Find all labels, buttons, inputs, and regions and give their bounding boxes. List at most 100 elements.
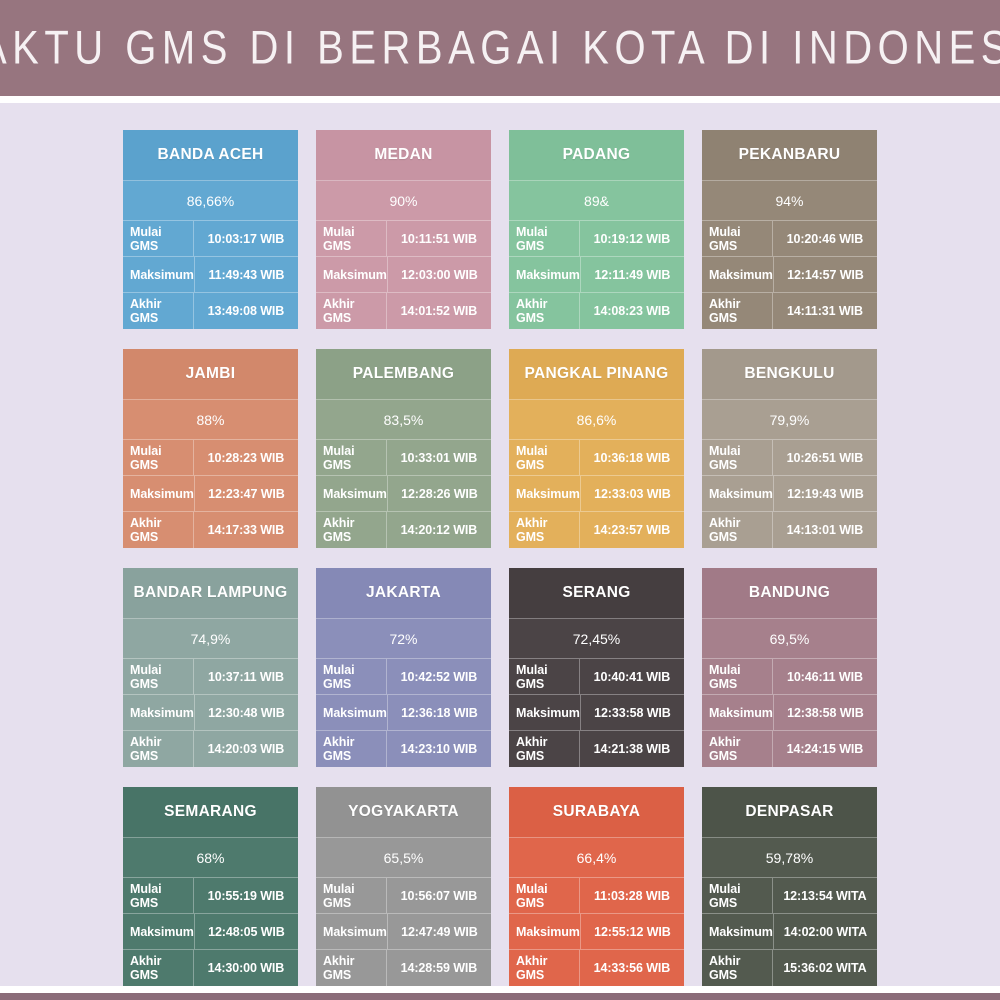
row-maksimum-label: Maksimum xyxy=(509,695,581,730)
row-akhir-gms-label: Akhir GMS xyxy=(316,950,387,986)
row-maksimum-label: Maksimum xyxy=(702,257,774,292)
city-name: BENGKULU xyxy=(702,349,877,400)
row-mulai-gms: Mulai GMS 10:03:17 WIB xyxy=(123,221,298,257)
row-maksimum-value: 12:14:57 WIB xyxy=(787,267,864,282)
row-mulai-gms-value: 10:56:07 WIB xyxy=(400,888,478,903)
city-card: MEDAN 90% Mulai GMS 10:11:51 WIB Maksimum 12:… xyxy=(316,130,491,329)
row-akhir-gms-value: 13:49:08 WIB xyxy=(207,304,285,318)
row-mulai-gms-label: Mulai GMS xyxy=(509,878,580,913)
eclipse-percentage: 72% xyxy=(316,619,491,659)
row-mulai-gms: Mulai GMS 10:42:52 WIB xyxy=(316,659,491,695)
eclipse-percentage: 86,6% xyxy=(509,400,684,440)
header-divider xyxy=(0,96,1000,103)
row-mulai-gms-label: Mulai GMS xyxy=(123,221,194,256)
row-maksimum: Maksimum 14:02:00 WITA xyxy=(702,914,877,950)
row-mulai-gms: Mulai GMS 10:36:18 WIB xyxy=(509,440,684,476)
row-maksimum-value: 12:30:48 WIB xyxy=(208,705,285,720)
row-mulai-gms: Mulai GMS 10:46:11 WIB xyxy=(702,659,877,695)
row-akhir-gms-label: Akhir GMS xyxy=(123,731,194,767)
row-mulai-gms: Mulai GMS 10:55:19 WIB xyxy=(123,878,298,914)
row-akhir-gms-label: Akhir GMS xyxy=(702,731,773,767)
row-mulai-gms: Mulai GMS 10:11:51 WIB xyxy=(316,221,491,257)
row-akhir-gms: Akhir GMS 14:11:31 WIB xyxy=(702,293,877,329)
footer-bar: LANGITSELATAN Astronomi Indonesia langit… xyxy=(0,993,1000,1000)
row-mulai-gms-label: Mulai GMS xyxy=(316,659,387,694)
title-bar: WAKTU GMS DI BERBAGAI KOTA DI INDONESIA xyxy=(0,0,1000,96)
city-card: DENPASAR 59,78% Mulai GMS 12:13:54 WITA Maks… xyxy=(702,787,877,986)
city-card: PEKANBARU 94% Mulai GMS 10:20:46 WIB Maksimu… xyxy=(702,130,877,329)
row-maksimum-label: Maksimum xyxy=(316,914,388,949)
row-mulai-gms-label: Mulai GMS xyxy=(702,221,773,256)
row-mulai-gms-label: Mulai GMS xyxy=(316,221,387,256)
row-maksimum: Maksimum 12:36:18 WIB xyxy=(316,695,491,731)
eclipse-percentage: 89& xyxy=(509,181,684,221)
row-maksimum: Maksimum 12:38:58 WIB xyxy=(702,695,877,731)
row-mulai-gms-value: 10:19:12 WIB xyxy=(593,231,671,246)
row-akhir-gms: Akhir GMS 14:13:01 WIB xyxy=(702,512,877,548)
eclipse-percentage: 66,4% xyxy=(509,838,684,878)
eclipse-percentage: 86,66% xyxy=(123,181,298,221)
row-mulai-gms-label: Mulai GMS xyxy=(123,440,194,475)
page-title: WAKTU GMS DI BERBAGAI KOTA DI INDONESIA xyxy=(0,21,1000,74)
row-akhir-gms-value: 14:28:59 WIB xyxy=(400,961,478,975)
row-maksimum: Maksimum 12:14:57 WIB xyxy=(702,257,877,293)
row-akhir-gms: Akhir GMS 14:17:33 WIB xyxy=(123,512,298,548)
row-mulai-gms-value: 10:37:11 WIB xyxy=(207,669,284,684)
row-akhir-gms-label: Akhir GMS xyxy=(702,950,773,986)
row-akhir-gms: Akhir GMS 14:01:52 WIB xyxy=(316,293,491,329)
row-akhir-gms-label: Akhir GMS xyxy=(509,731,580,767)
row-akhir-gms-value: 14:20:12 WIB xyxy=(400,523,478,537)
eclipse-percentage: 68% xyxy=(123,838,298,878)
row-maksimum: Maksimum 12:30:48 WIB xyxy=(123,695,298,731)
row-akhir-gms: Akhir GMS 14:33:56 WIB xyxy=(509,950,684,986)
eclipse-percentage: 69,5% xyxy=(702,619,877,659)
row-mulai-gms-label: Mulai GMS xyxy=(509,440,580,475)
row-maksimum: Maksimum 12:28:26 WIB xyxy=(316,476,491,512)
row-maksimum: Maksimum 11:49:43 WIB xyxy=(123,257,298,293)
row-mulai-gms-value: 11:03:28 WIB xyxy=(593,888,670,903)
row-akhir-gms: Akhir GMS 14:24:15 WIB xyxy=(702,731,877,767)
row-mulai-gms: Mulai GMS 10:56:07 WIB xyxy=(316,878,491,914)
row-maksimum-value: 12:36:18 WIB xyxy=(401,705,478,720)
row-akhir-gms-value: 14:13:01 WIB xyxy=(786,523,864,537)
row-maksimum-label: Maksimum xyxy=(702,476,774,511)
row-maksimum-value: 12:19:43 WIB xyxy=(787,486,864,501)
row-maksimum: Maksimum 12:19:43 WIB xyxy=(702,476,877,512)
row-maksimum: Maksimum 12:55:12 WIB xyxy=(509,914,684,950)
row-akhir-gms-value: 14:33:56 WIB xyxy=(593,961,671,975)
row-akhir-gms-value: 14:23:10 WIB xyxy=(400,742,478,756)
row-maksimum-label: Maksimum xyxy=(702,914,774,949)
row-maksimum-value: 11:49:43 WIB xyxy=(208,267,285,282)
row-maksimum-label: Maksimum xyxy=(509,914,581,949)
city-name: BANDUNG xyxy=(702,568,877,619)
row-mulai-gms-value: 10:55:19 WIB xyxy=(207,888,285,903)
row-mulai-gms-label: Mulai GMS xyxy=(509,659,580,694)
row-mulai-gms-label: Mulai GMS xyxy=(316,878,387,913)
row-mulai-gms-label: Mulai GMS xyxy=(509,221,580,256)
row-akhir-gms-label: Akhir GMS xyxy=(702,512,773,548)
row-mulai-gms-label: Mulai GMS xyxy=(702,659,773,694)
row-akhir-gms-value: 14:24:15 WIB xyxy=(786,742,864,756)
row-mulai-gms-value: 10:33:01 WIB xyxy=(400,450,478,465)
row-akhir-gms-label: Akhir GMS xyxy=(509,950,580,986)
city-name: PANGKAL PINANG xyxy=(509,349,684,400)
row-maksimum-value: 12:23:47 WIB xyxy=(208,486,285,501)
city-card: JAMBI 88% Mulai GMS 10:28:23 WIB Maksimum 12:… xyxy=(123,349,298,548)
eclipse-percentage: 90% xyxy=(316,181,491,221)
row-mulai-gms-value: 10:36:18 WIB xyxy=(593,450,671,465)
row-akhir-gms: Akhir GMS 14:23:57 WIB xyxy=(509,512,684,548)
row-akhir-gms-value: 14:20:03 WIB xyxy=(207,742,285,756)
row-mulai-gms: Mulai GMS 10:33:01 WIB xyxy=(316,440,491,476)
row-maksimum-value: 12:55:12 WIB xyxy=(594,924,671,939)
row-maksimum-label: Maksimum xyxy=(316,476,388,511)
row-akhir-gms: Akhir GMS 14:20:03 WIB xyxy=(123,731,298,767)
row-akhir-gms: Akhir GMS 14:23:10 WIB xyxy=(316,731,491,767)
eclipse-percentage: 65,5% xyxy=(316,838,491,878)
eclipse-percentage: 88% xyxy=(123,400,298,440)
row-akhir-gms-value: 14:30:00 WIB xyxy=(207,961,285,975)
row-akhir-gms-label: Akhir GMS xyxy=(509,512,580,548)
row-akhir-gms-value: 14:17:33 WIB xyxy=(207,523,285,537)
row-mulai-gms-value: 10:42:52 WIB xyxy=(400,669,478,684)
row-akhir-gms: Akhir GMS 14:08:23 WIB xyxy=(509,293,684,329)
city-name: PALEMBANG xyxy=(316,349,491,400)
